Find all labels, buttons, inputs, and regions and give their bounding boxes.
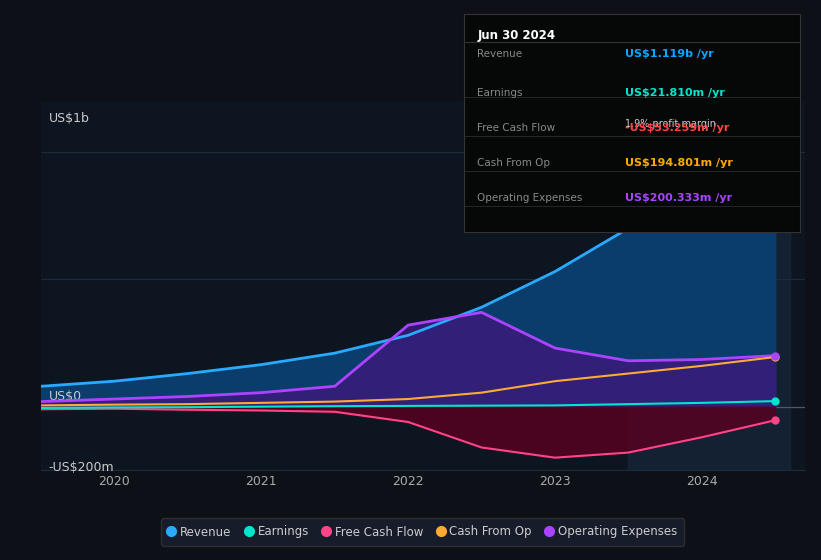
Text: Free Cash Flow: Free Cash Flow [477, 123, 556, 133]
Text: US$1b: US$1b [48, 112, 89, 125]
Bar [628, 101, 790, 470]
Text: Operating Expenses: Operating Expenses [477, 193, 583, 203]
Text: US$1.119b /yr: US$1.119b /yr [626, 49, 714, 59]
Text: US$200.333m /yr: US$200.333m /yr [626, 193, 732, 203]
Text: US$0: US$0 [48, 390, 82, 403]
Text: Jun 30 2024: Jun 30 2024 [477, 29, 556, 43]
Legend: Revenue, Earnings, Free Cash Flow, Cash From Op, Operating Expenses: Revenue, Earnings, Free Cash Flow, Cash … [162, 519, 684, 545]
Text: US$194.801m /yr: US$194.801m /yr [626, 158, 733, 168]
Text: Cash From Op: Cash From Op [477, 158, 550, 168]
Text: -US$200m: -US$200m [48, 461, 114, 474]
Text: Earnings: Earnings [477, 88, 523, 98]
Text: 1.9% profit margin: 1.9% profit margin [626, 119, 717, 129]
Text: US$21.810m /yr: US$21.810m /yr [626, 88, 725, 98]
Text: Revenue: Revenue [477, 49, 522, 59]
Text: -US$53.259m /yr: -US$53.259m /yr [626, 123, 730, 133]
